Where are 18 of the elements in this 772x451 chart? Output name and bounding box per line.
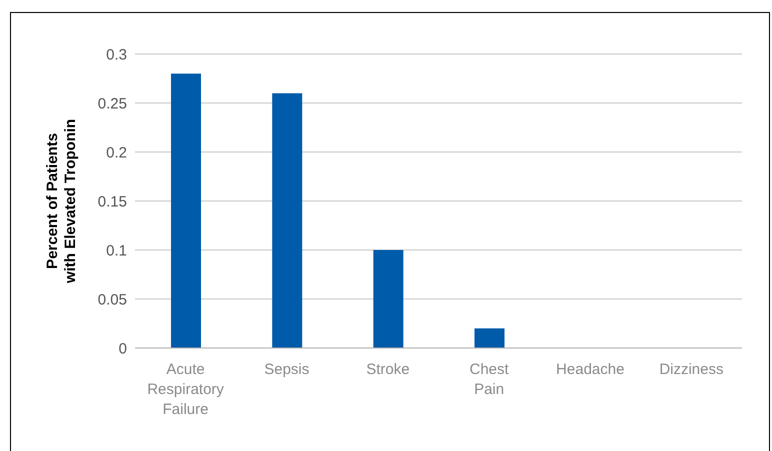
y-axis-title: Percent of Patients with Elevated Troponin — [44, 118, 79, 284]
y-tick-label: 0.3 — [106, 46, 127, 64]
x-tick-label: Chest Pain — [469, 361, 510, 398]
y-tick-label: 0.05 — [98, 291, 127, 308]
bar — [272, 93, 302, 348]
y-tick-label: 0.2 — [106, 144, 127, 162]
y-tick-label: 0 — [118, 340, 127, 358]
x-tick-label: Acute Respiratory Failure — [147, 361, 224, 418]
x-tick-label: Sepsis — [264, 361, 310, 378]
bar — [474, 328, 504, 348]
bar — [373, 250, 404, 348]
x-tick-label: Dizziness — [659, 361, 724, 378]
y-tick-label: 0.1 — [106, 242, 127, 260]
x-tick-label: Headache — [556, 361, 624, 378]
bar — [171, 74, 201, 348]
x-tick-label: Stroke — [366, 361, 410, 378]
y-tick-label: 0.15 — [98, 193, 127, 210]
y-tick-label: 0.25 — [98, 95, 127, 112]
